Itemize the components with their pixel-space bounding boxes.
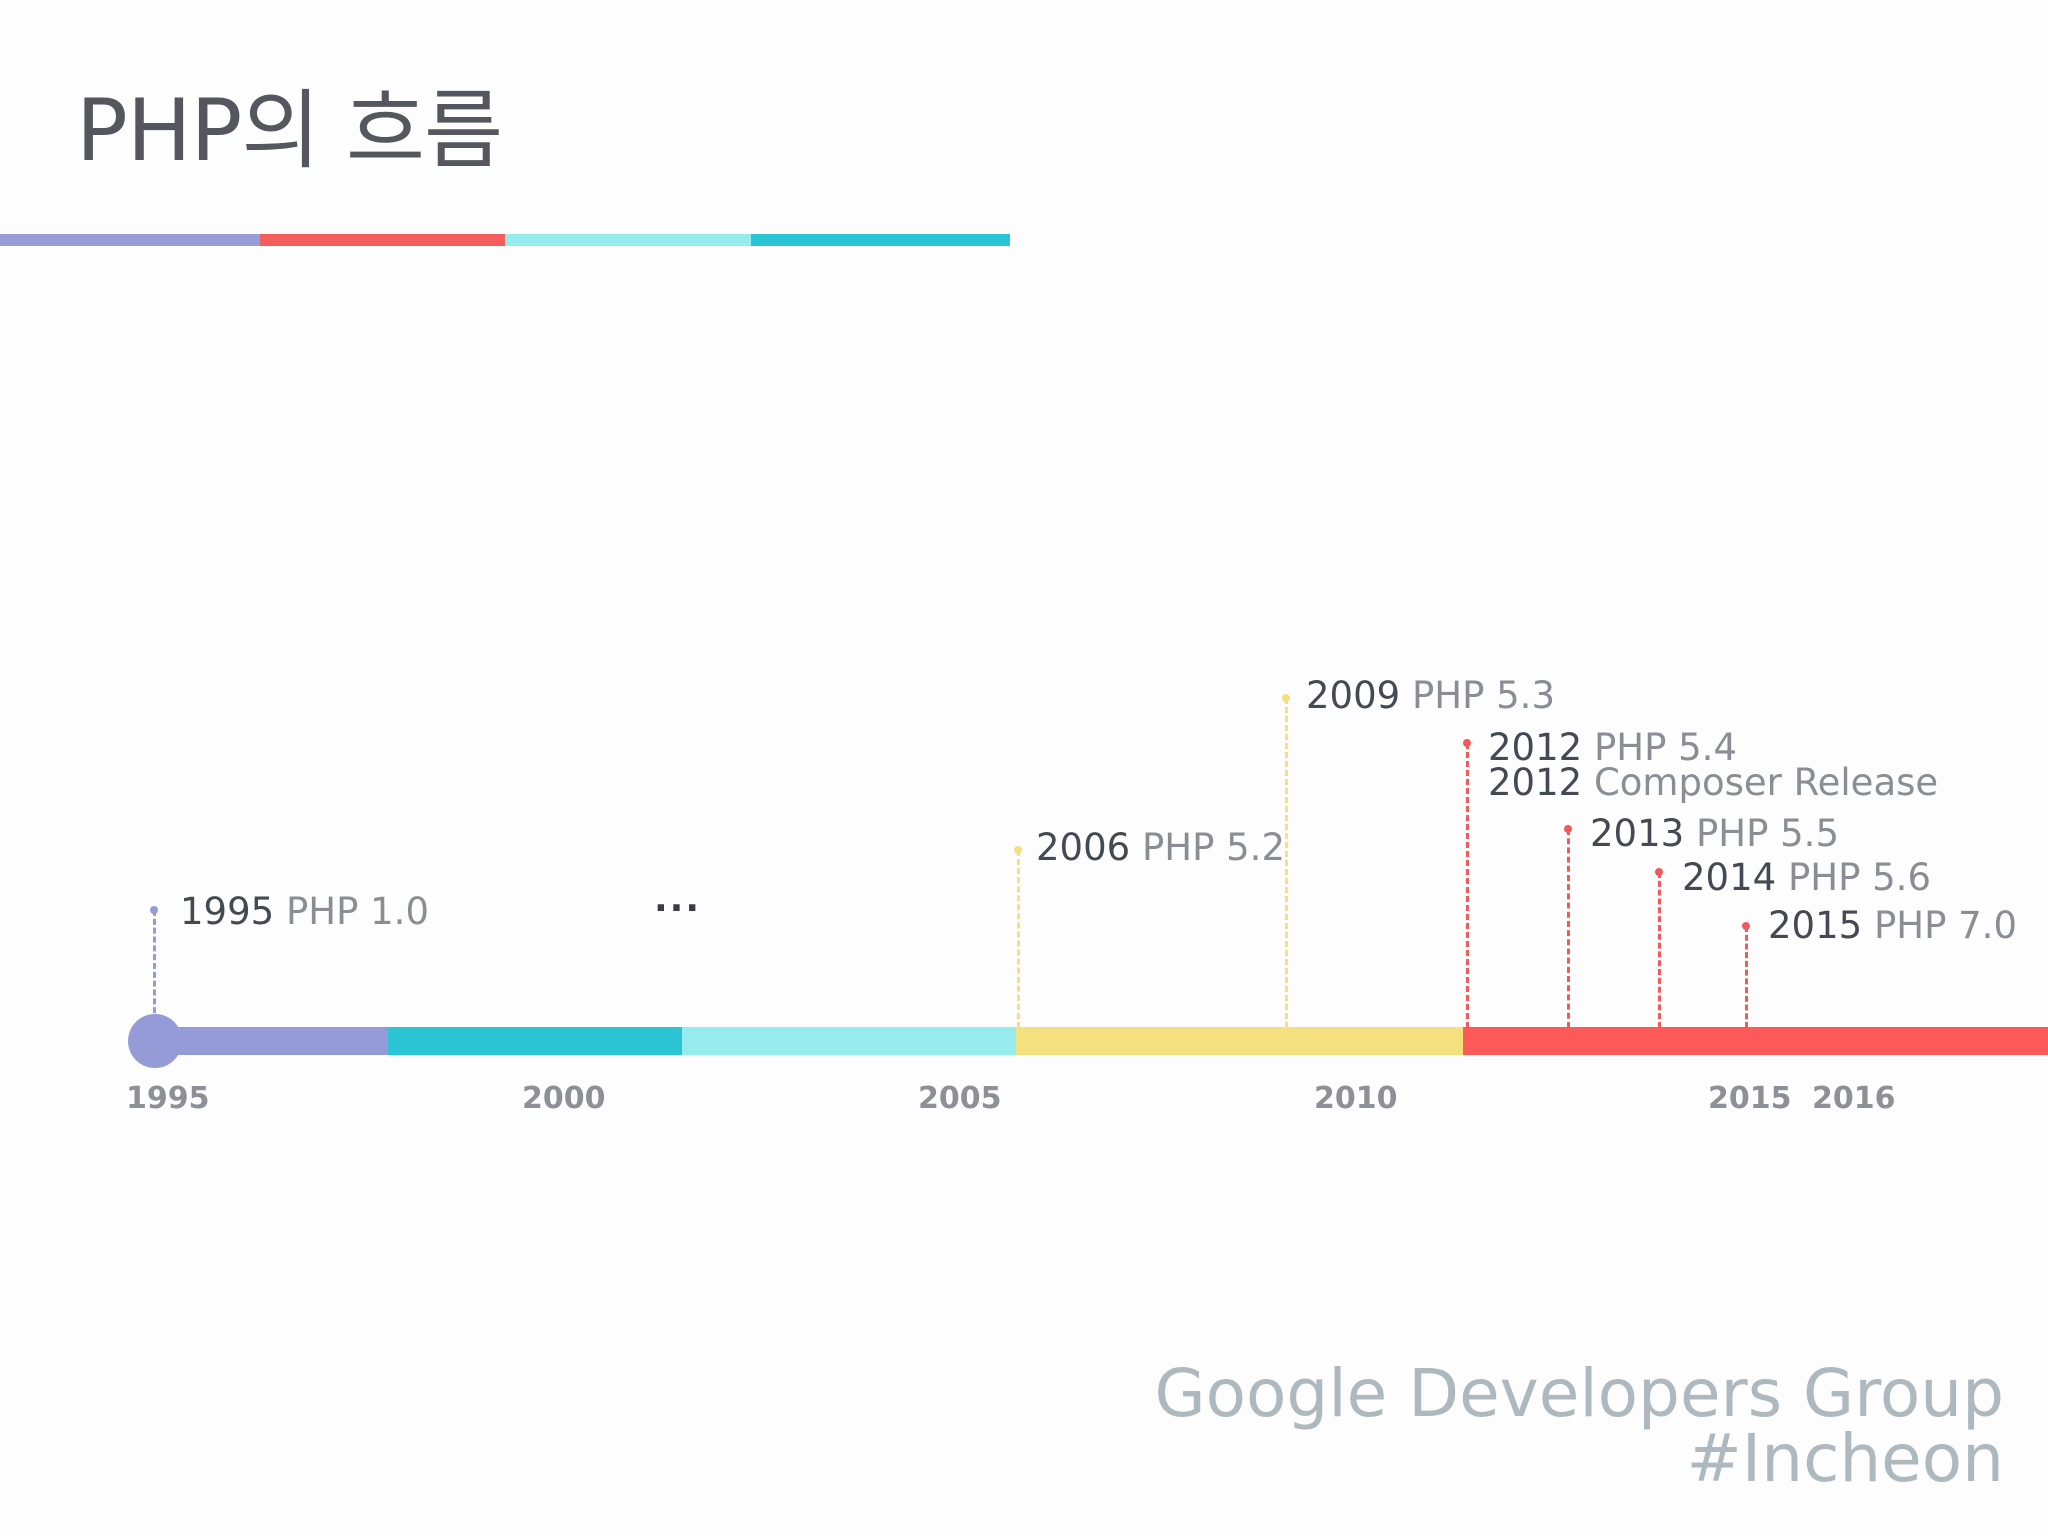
event-text: PHP 5.2: [1141, 826, 1285, 869]
event-text: Composer Release: [1593, 761, 1939, 804]
event-label-2009: 2009 PHP 5.3: [1306, 677, 1555, 714]
event-text: PHP 5.5: [1695, 812, 1839, 855]
event-year: 2012: [1488, 726, 1583, 769]
title-underline-segment-3: [505, 234, 751, 246]
event-stem-2006: [1017, 850, 1020, 1028]
footer-brand-line2: #Incheon: [1686, 1419, 2004, 1497]
event-year: 1995: [180, 890, 275, 933]
tick-label-2010: 2010: [1314, 1081, 1398, 1116]
event-text: PHP 5.3: [1411, 674, 1555, 717]
event-dot-2006: [1014, 846, 1022, 854]
event-stem-1995: [153, 910, 156, 1022]
timeline-start-dot: [128, 1014, 182, 1068]
event-year: 2009: [1306, 674, 1401, 717]
event-stem-2014: [1658, 872, 1661, 1028]
event-dot-2015: [1742, 922, 1750, 930]
tick-label-1995: 1995: [126, 1081, 210, 1116]
event-label-2012-php: 2012 PHP 5.4: [1488, 729, 1737, 766]
footer-brand: Google Developers Group #Incheon: [1154, 1355, 2004, 1497]
event-label-2012-composer: 2012 Composer Release: [1488, 764, 1938, 801]
event-stem-2015: [1745, 926, 1748, 1028]
event-dot-2012: [1463, 739, 1471, 747]
event-stem-2009: [1285, 698, 1288, 1028]
footer-brand-line1: Google Developers Group: [1154, 1355, 2004, 1432]
event-dot-2009: [1282, 694, 1290, 702]
timeline-segment-php4-late: [682, 1027, 1016, 1055]
tick-label-2000: 2000: [522, 1081, 606, 1116]
tick-label-2016: 2016: [1812, 1081, 1896, 1116]
title-underline-segment-2: [260, 234, 505, 246]
timeline-segment-early: [155, 1027, 388, 1055]
event-dot-2013: [1564, 825, 1572, 833]
event-dot-2014: [1655, 868, 1663, 876]
timeline-segment-php5: [1016, 1027, 1463, 1055]
event-text: PHP 1.0: [285, 890, 429, 933]
event-label-2015: 2015 PHP 7.0: [1768, 907, 2017, 944]
event-year: 2006: [1036, 826, 1131, 869]
event-year: 2015: [1768, 904, 1863, 947]
title-underline-segment-4: [751, 234, 1010, 246]
event-stem-2012: [1466, 743, 1469, 1028]
tick-label-2005: 2005: [918, 1081, 1002, 1116]
event-year: 2014: [1682, 856, 1777, 899]
event-label-2013: 2013 PHP 5.5: [1590, 815, 1839, 852]
slide-title: PHP의 흐름: [76, 81, 503, 181]
tick-label-2015: 2015: [1708, 1081, 1792, 1116]
event-label-2014: 2014 PHP 5.6: [1682, 859, 1931, 896]
event-text: PHP 7.0: [1873, 904, 2017, 947]
event-stem-2013: [1567, 829, 1570, 1028]
event-year: 2013: [1590, 812, 1685, 855]
event-dot-1995: [150, 906, 158, 914]
timeline-segment-modern: [1463, 1027, 2048, 1055]
event-label-1995: 1995 PHP 1.0: [180, 893, 429, 930]
timeline-segment-php4: [388, 1027, 682, 1055]
timeline-ellipsis: ...: [654, 879, 702, 920]
event-year: 2012: [1488, 761, 1583, 804]
title-underline-segment-1: [0, 234, 260, 246]
event-text: PHP 5.6: [1787, 856, 1931, 899]
event-label-2006: 2006 PHP 5.2: [1036, 829, 1285, 866]
event-text: PHP 5.4: [1593, 726, 1737, 769]
